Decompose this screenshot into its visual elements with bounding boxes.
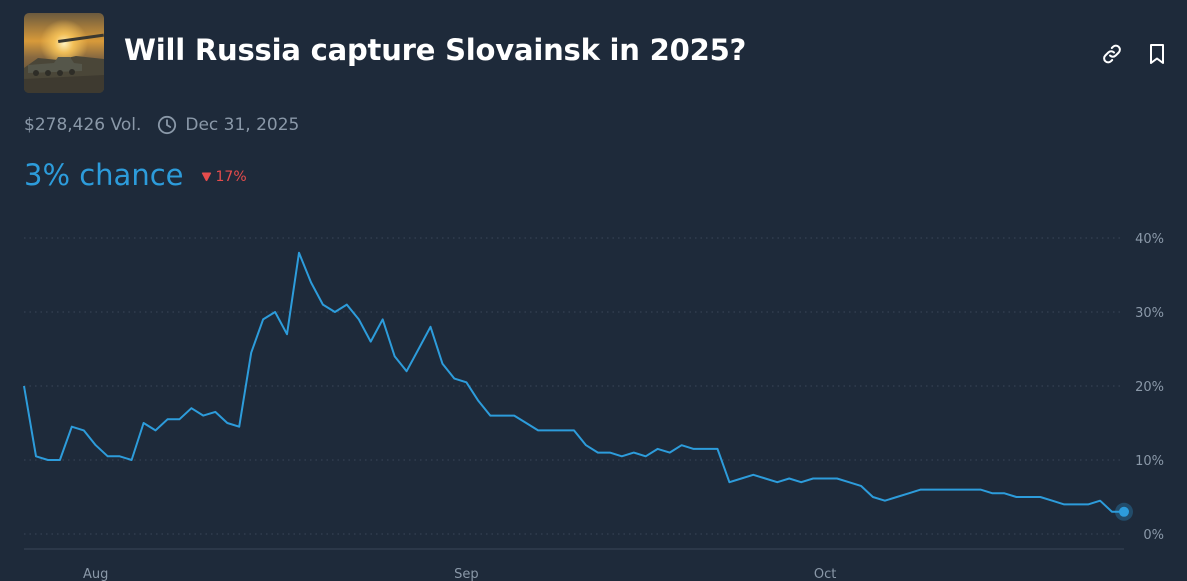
y-tick-label: 10% — [1135, 454, 1164, 469]
x-tick-label: Sep — [454, 567, 479, 581]
y-tick-label: 30% — [1135, 306, 1164, 321]
volume-text: $278,426 Vol. — [24, 115, 142, 135]
end-date-text: Dec 31, 2025 — [185, 115, 300, 135]
change-badge: 17% — [201, 169, 247, 185]
y-tick-label: 0% — [1143, 528, 1164, 543]
market-title: Will Russia capture Slovainsk in 2025? — [124, 33, 747, 67]
y-tick-label: 40% — [1135, 232, 1164, 247]
chance-value: 3% chance — [24, 158, 184, 192]
market-thumbnail — [24, 13, 104, 93]
chance-row: 3% chance 17% — [24, 158, 247, 192]
market-thumbnail-image — [24, 13, 104, 93]
link-icon[interactable] — [1100, 42, 1124, 66]
market-meta: $278,426 Vol. Dec 31, 2025 — [24, 115, 299, 135]
clock-icon — [157, 115, 177, 135]
last-point-marker — [1119, 506, 1129, 517]
change-value: 17% — [215, 169, 247, 185]
series-line — [23, 251, 1124, 513]
x-tick-label: Aug — [83, 567, 108, 581]
y-tick-label: 20% — [1135, 380, 1164, 395]
triangle-down-icon — [201, 172, 211, 182]
x-tick-label: Oct — [814, 567, 836, 581]
bookmark-icon[interactable] — [1145, 42, 1169, 66]
